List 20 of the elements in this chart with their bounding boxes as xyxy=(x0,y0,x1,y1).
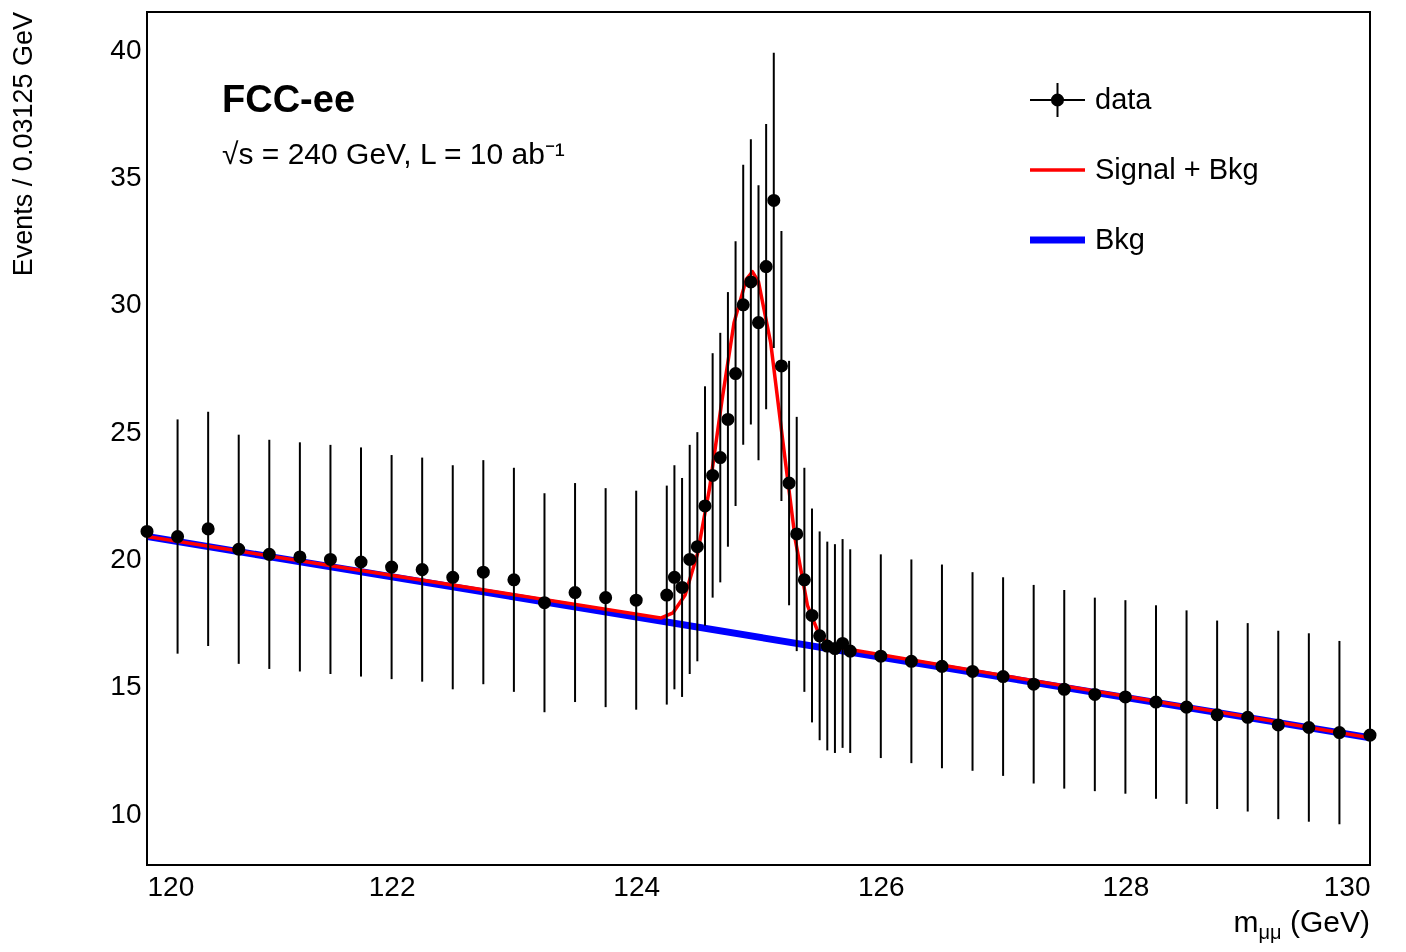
y-axis-title: Events / 0.03125 GeV xyxy=(8,12,38,277)
x-tick-label: 126 xyxy=(857,870,905,902)
x-axis-title: m$_{μμ}$ (GeV) xyxy=(1233,905,1370,944)
x-tick-label: 122 xyxy=(368,870,416,902)
y-tick-label: 10 xyxy=(110,797,142,829)
text: FCC-ee xyxy=(222,78,356,120)
y-tick-label: 20 xyxy=(110,542,142,574)
legend-label: Signal + Bkg xyxy=(1095,153,1259,185)
x-tick-label: 124 xyxy=(613,870,661,902)
y-tick-label: 40 xyxy=(110,33,142,65)
y-tick-label: 30 xyxy=(110,288,142,320)
x-tick-label: 130 xyxy=(1323,870,1371,902)
text: √s = 240 GeV, L = 10 ab⁻¹ xyxy=(222,137,565,170)
y-tick-label: 15 xyxy=(110,670,142,702)
y-tick-label: 25 xyxy=(110,415,142,447)
legend-label: data xyxy=(1095,83,1153,115)
x-tick-label: 128 xyxy=(1102,870,1150,902)
y-tick-label: 35 xyxy=(110,161,142,193)
x-tick-label: 120 xyxy=(147,870,195,902)
legend-label: Bkg xyxy=(1095,223,1145,255)
